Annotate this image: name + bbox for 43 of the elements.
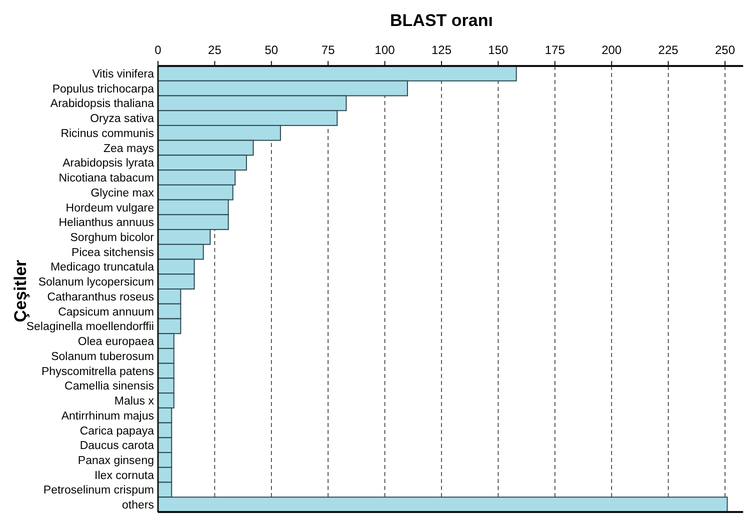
y-tick-label: Ricinus communis xyxy=(60,128,154,140)
y-tick-label: Solanum tuberosum xyxy=(51,350,154,363)
y-tick-label: Solanum lycopersicum xyxy=(38,276,154,289)
y-tick-label: Selaginella moellendorffii xyxy=(26,321,154,334)
y-tick-label: others xyxy=(122,500,154,512)
x-tick-label: 250 xyxy=(714,43,736,57)
x-tick-label: 225 xyxy=(658,43,679,57)
y-tick-label: Sorghum bicolor xyxy=(70,232,154,244)
x-tick-label: 150 xyxy=(488,43,509,57)
y-tick-label: Petroselinum crispum xyxy=(43,484,154,497)
y-tick-label: Olea europaea xyxy=(78,336,155,348)
y-tick-label: Antirrhinum majus xyxy=(61,410,154,422)
y-tick-label: Medicago truncatula xyxy=(50,262,155,274)
x-tick-label: 75 xyxy=(321,43,336,57)
y-tick-label: Glycine max xyxy=(90,187,154,200)
y-tick-label: Camellia sinensis xyxy=(64,380,154,393)
x-tick-label: 25 xyxy=(208,43,222,57)
x-tick-label: 100 xyxy=(374,43,396,57)
y-tick-label: Zea mays xyxy=(104,142,154,155)
y-tick-label: Panax ginseng xyxy=(78,454,154,467)
y-axis-title: Çeşitler xyxy=(11,259,30,322)
y-tick-label: Catharanthus roseus xyxy=(47,291,154,304)
x-tick-label: 125 xyxy=(431,43,452,57)
y-tick-label: Picea sitchensis xyxy=(72,246,154,259)
y-tick-label: Arabidopsis thaliana xyxy=(50,98,155,110)
y-tick-label: Daucus carota xyxy=(80,440,155,452)
y-tick-label: Malus x xyxy=(114,396,154,408)
y-tick-label: Oryza sativa xyxy=(90,113,155,126)
y-tick-label: Nicotiana tabacum xyxy=(58,172,154,185)
y-tick-label: Arabidopsis lyrata xyxy=(62,158,155,170)
x-tick-label: 50 xyxy=(264,43,278,57)
y-tick-label: Ilex cornuta xyxy=(94,470,155,482)
y-tick-label: Physcomitrella patens xyxy=(42,366,154,378)
chart-title: BLAST oranı xyxy=(390,11,493,30)
x-tick-label: 175 xyxy=(544,43,566,57)
y-tick-label: Vitis vinifera xyxy=(92,68,155,80)
y-tick-label: Helianthus annuus xyxy=(58,217,154,230)
x-tick-label: 0 xyxy=(154,43,162,57)
x-tick-label: 200 xyxy=(602,43,622,57)
y-tick-label: Capsicum annuum xyxy=(58,306,154,318)
y-tick-label: Populus trichocarpa xyxy=(52,83,155,96)
y-tick-label: Carica papaya xyxy=(80,425,155,438)
y-tick-label: Hordeum vulgare xyxy=(66,202,154,214)
